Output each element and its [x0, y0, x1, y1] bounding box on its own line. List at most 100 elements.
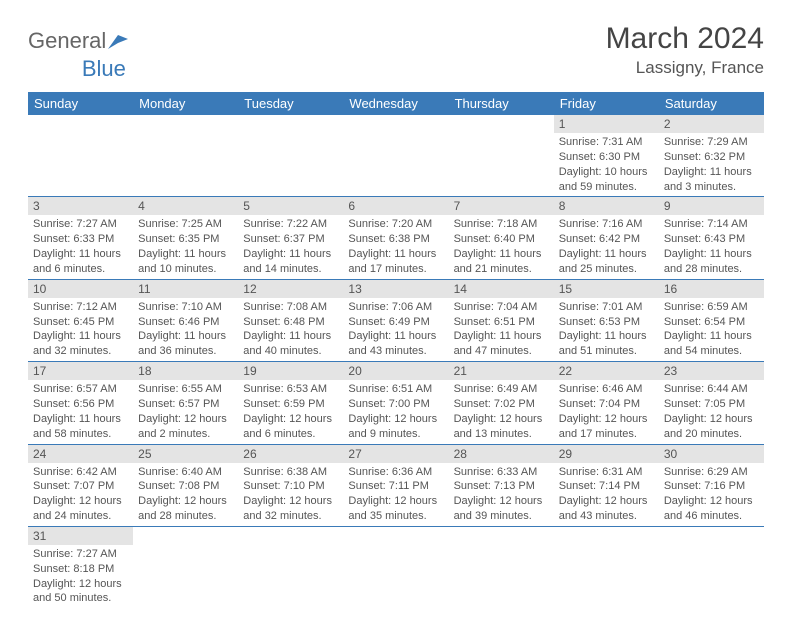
sunrise-text: Sunrise: 7:27 AM: [33, 547, 128, 562]
sunset-text: Sunset: 7:05 PM: [664, 397, 759, 412]
sunrise-text: Sunrise: 6:59 AM: [664, 300, 759, 315]
day-number: 19: [238, 362, 343, 380]
daylight-text: Daylight: 12 hours: [559, 412, 654, 427]
day-number: 13: [343, 280, 448, 298]
sunset-text: Sunset: 6:56 PM: [33, 397, 128, 412]
calendar-day-cell: 16Sunrise: 6:59 AMSunset: 6:54 PMDayligh…: [659, 279, 764, 361]
daylight-text: Daylight: 12 hours: [243, 412, 338, 427]
daylight-text: Daylight: 12 hours: [454, 494, 549, 509]
daylight-text-2: and 51 minutes.: [559, 344, 654, 359]
daylight-text: Daylight: 12 hours: [138, 412, 233, 427]
daylight-text-2: and 17 minutes.: [348, 262, 443, 277]
daylight-text-2: and 39 minutes.: [454, 509, 549, 524]
sunrise-text: Sunrise: 7:14 AM: [664, 217, 759, 232]
daylight-text: Daylight: 10 hours: [559, 165, 654, 180]
weekday-header-row: SundayMondayTuesdayWednesdayThursdayFrid…: [28, 92, 764, 115]
sunset-text: Sunset: 6:59 PM: [243, 397, 338, 412]
day-number: 9: [659, 197, 764, 215]
day-details: Sunrise: 6:49 AMSunset: 7:02 PMDaylight:…: [449, 380, 554, 443]
calendar-day-cell: 28Sunrise: 6:33 AMSunset: 7:13 PMDayligh…: [449, 444, 554, 526]
day-number: 8: [554, 197, 659, 215]
sunset-text: Sunset: 6:42 PM: [559, 232, 654, 247]
sunrise-text: Sunrise: 6:57 AM: [33, 382, 128, 397]
day-details: Sunrise: 6:46 AMSunset: 7:04 PMDaylight:…: [554, 380, 659, 443]
day-details: Sunrise: 6:36 AMSunset: 7:11 PMDaylight:…: [343, 463, 448, 526]
calendar-day-cell: 3Sunrise: 7:27 AMSunset: 6:33 PMDaylight…: [28, 197, 133, 279]
day-number: 10: [28, 280, 133, 298]
sunrise-text: Sunrise: 7:06 AM: [348, 300, 443, 315]
day-number: 27: [343, 445, 448, 463]
sunrise-text: Sunrise: 6:51 AM: [348, 382, 443, 397]
sunset-text: Sunset: 6:33 PM: [33, 232, 128, 247]
day-details: Sunrise: 7:06 AMSunset: 6:49 PMDaylight:…: [343, 298, 448, 361]
brand-logo: General: [28, 28, 128, 54]
sunset-text: Sunset: 6:40 PM: [454, 232, 549, 247]
brand-part2: Blue: [82, 56, 126, 82]
day-details: Sunrise: 7:12 AMSunset: 6:45 PMDaylight:…: [28, 298, 133, 361]
calendar-day-cell: 24Sunrise: 6:42 AMSunset: 7:07 PMDayligh…: [28, 444, 133, 526]
daylight-text: Daylight: 11 hours: [243, 329, 338, 344]
daylight-text: Daylight: 11 hours: [664, 247, 759, 262]
daylight-text: Daylight: 11 hours: [348, 247, 443, 262]
daylight-text-2: and 25 minutes.: [559, 262, 654, 277]
calendar-day-cell: 7Sunrise: 7:18 AMSunset: 6:40 PMDaylight…: [449, 197, 554, 279]
sunrise-text: Sunrise: 7:16 AM: [559, 217, 654, 232]
sunrise-text: Sunrise: 6:40 AM: [138, 465, 233, 480]
daylight-text: Daylight: 11 hours: [33, 329, 128, 344]
calendar-empty-cell: [449, 526, 554, 608]
calendar-empty-cell: [133, 526, 238, 608]
title-block: March 2024 Lassigny, France: [606, 22, 764, 78]
sunrise-text: Sunrise: 7:29 AM: [664, 135, 759, 150]
sunrise-text: Sunrise: 7:25 AM: [138, 217, 233, 232]
sunrise-text: Sunrise: 6:33 AM: [454, 465, 549, 480]
calendar-day-cell: 19 Sunrise: 6:53 AMSunset: 6:59 PMDayligh…: [238, 362, 343, 444]
sunrise-text: Sunrise: 7:12 AM: [33, 300, 128, 315]
daylight-text: Daylight: 11 hours: [348, 329, 443, 344]
sunrise-text: Sunrise: 7:22 AM: [243, 217, 338, 232]
sunset-text: Sunset: 6:30 PM: [559, 150, 654, 165]
day-details: Sunrise: 7:04 AMSunset: 6:51 PMDaylight:…: [449, 298, 554, 361]
day-number: 25: [133, 445, 238, 463]
calendar-week-row: 3Sunrise: 7:27 AMSunset: 6:33 PMDaylight…: [28, 197, 764, 279]
daylight-text-2: and 13 minutes.: [454, 427, 549, 442]
brand-part1: General: [28, 28, 106, 54]
calendar-day-cell: 23Sunrise: 6:44 AMSunset: 7:05 PMDayligh…: [659, 362, 764, 444]
calendar-week-row: 1Sunrise: 7:31 AMSunset: 6:30 PMDaylight…: [28, 115, 764, 197]
daylight-text: Daylight: 12 hours: [138, 494, 233, 509]
calendar-table: SundayMondayTuesdayWednesdayThursdayFrid…: [28, 92, 764, 608]
calendar-week-row: 31Sunrise: 7:27 AMSunset: 8:18 PMDayligh…: [28, 526, 764, 608]
sunrise-text: Sunrise: 6:46 AM: [559, 382, 654, 397]
daylight-text: Daylight: 11 hours: [454, 329, 549, 344]
calendar-day-cell: 22Sunrise: 6:46 AMSunset: 7:04 PMDayligh…: [554, 362, 659, 444]
daylight-text: Daylight: 12 hours: [559, 494, 654, 509]
sunrise-text: Sunrise: 6:53 AM: [243, 382, 338, 397]
daylight-text-2: and 50 minutes.: [33, 591, 128, 606]
sunrise-text: Sunrise: 6:49 AM: [454, 382, 549, 397]
sunset-text: Sunset: 6:54 PM: [664, 315, 759, 330]
day-details: Sunrise: 7:22 AMSunset: 6:37 PMDaylight:…: [238, 215, 343, 278]
day-details: Sunrise: 7:27 AMSunset: 8:18 PMDaylight:…: [28, 545, 133, 608]
sunset-text: Sunset: 7:08 PM: [138, 479, 233, 494]
day-number: 22: [554, 362, 659, 380]
daylight-text-2: and 17 minutes.: [559, 427, 654, 442]
day-number: 30: [659, 445, 764, 463]
sunset-text: Sunset: 6:57 PM: [138, 397, 233, 412]
day-details: Sunrise: 7:16 AMSunset: 6:42 PMDaylight:…: [554, 215, 659, 278]
day-details: Sunrise: 6:42 AMSunset: 7:07 PMDaylight:…: [28, 463, 133, 526]
daylight-text-2: and 10 minutes.: [138, 262, 233, 277]
daylight-text-2: and 32 minutes.: [33, 344, 128, 359]
daylight-text-2: and 46 minutes.: [664, 509, 759, 524]
calendar-day-cell: 11Sunrise: 7:10 AMSunset: 6:46 PMDayligh…: [133, 279, 238, 361]
sunset-text: Sunset: 7:04 PM: [559, 397, 654, 412]
day-details: Sunrise: 6:55 AMSunset: 6:57 PMDaylight:…: [133, 380, 238, 443]
sunset-text: Sunset: 6:51 PM: [454, 315, 549, 330]
day-number: 5: [238, 197, 343, 215]
day-details: Sunrise: 6:57 AMSunset: 6:56 PMDaylight:…: [28, 380, 133, 443]
daylight-text: Daylight: 11 hours: [559, 247, 654, 262]
calendar-day-cell: 12Sunrise: 7:08 AMSunset: 6:48 PMDayligh…: [238, 279, 343, 361]
daylight-text-2: and 28 minutes.: [664, 262, 759, 277]
day-details: Sunrise: 7:29 AMSunset: 6:32 PMDaylight:…: [659, 133, 764, 196]
sunset-text: Sunset: 6:46 PM: [138, 315, 233, 330]
sunset-text: Sunset: 7:00 PM: [348, 397, 443, 412]
calendar-day-cell: 1Sunrise: 7:31 AMSunset: 6:30 PMDaylight…: [554, 115, 659, 197]
